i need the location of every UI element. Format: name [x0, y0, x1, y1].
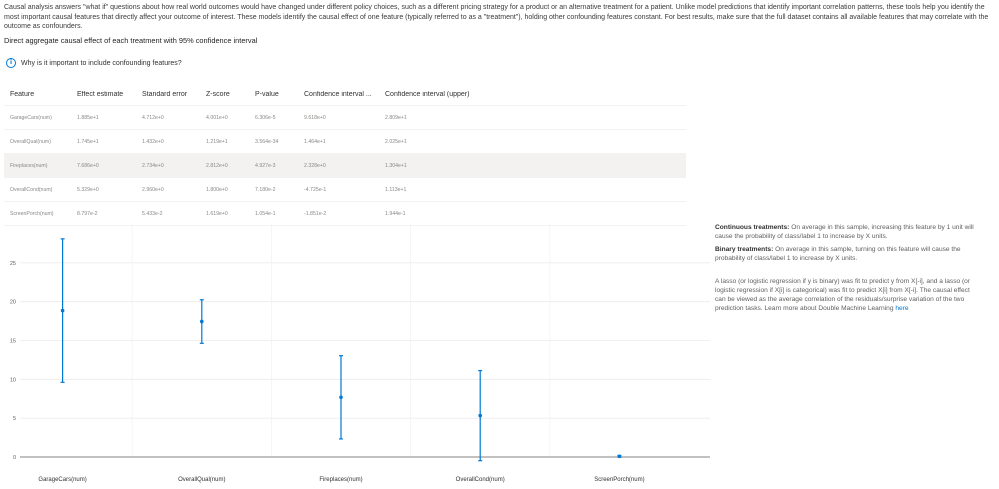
table-cell: 7.180e-2 [255, 186, 276, 193]
table-cell: 1.054e-1 [255, 210, 276, 217]
x-tick-label: GarageCars(num) [38, 477, 86, 483]
effect-point [478, 413, 483, 418]
column-header[interactable]: Confidence interval ... [304, 90, 372, 98]
continuous-treatments-text: On average in this sample, increasing th… [715, 224, 974, 240]
method-text: A lasso (or logistic regression if y is … [715, 278, 971, 312]
table-cell: 1.219e+1 [206, 138, 228, 145]
table-row[interactable]: Fireplaces(num) 7.686e+0 2.734e+0 2.812e+0 4… [4, 154, 686, 178]
table-row[interactable]: OverallQual(num) 1.745e+1 1.432e+0 1.219e+1… [4, 130, 686, 154]
table-cell: -4.725e-1 [304, 186, 327, 193]
table-cell: 1.432e+0 [142, 138, 164, 145]
table-cell: 4.712e+0 [142, 114, 164, 121]
continuous-treatments-note: Continuous treatments: On average in thi… [715, 223, 981, 241]
y-tick-label: 25 [10, 261, 16, 267]
why-confounding-link[interactable]: i Why is it important to include confoun… [6, 58, 182, 68]
table-cell: 1.304e+1 [385, 162, 407, 169]
effect-point [60, 308, 65, 313]
table-cell: OverallQual(num) [10, 138, 51, 145]
table-cell: 1.619e+0 [206, 210, 228, 217]
intro-text: Causal analysis answers "what if" questi… [4, 4, 989, 31]
table-cell: GarageCars(num) [10, 114, 52, 121]
effect-point [200, 319, 204, 324]
table-cell: 2.960e+0 [142, 186, 164, 193]
table-row[interactable]: GarageCars(num) 1.885e+1 4.712e+0 4.001e+0 6… [4, 106, 686, 130]
x-tick-label: OverallCond(num) [456, 477, 505, 483]
table-row[interactable]: OverallCond(num) 5.329e+0 2.960e+0 1.800e+0… [4, 178, 686, 202]
table-cell: 2.812e+0 [206, 162, 228, 169]
why-confounding-label: Why is it important to include confoundi… [21, 59, 182, 67]
method-note: A lasso (or logistic regression if y is … [715, 277, 981, 313]
x-tick-label: Fireplaces(num) [319, 477, 362, 483]
table-cell: 1.800e+0 [206, 186, 228, 193]
table-cell: OverallCond(num) [10, 186, 53, 193]
binary-treatments-note: Binary treatments: On average in this sa… [715, 245, 981, 263]
column-header[interactable]: Effect estimate [77, 90, 124, 98]
x-tick-label: OverallQual(num) [178, 477, 225, 483]
column-header[interactable]: P-value [255, 90, 279, 98]
table-cell: 2.809e+1 [385, 114, 407, 121]
double-ml-link[interactable]: here [895, 305, 909, 312]
table-cell: 8.797e-2 [77, 210, 98, 217]
y-tick-label: 5 [13, 416, 16, 422]
table-cell: -1.851e-2 [304, 210, 327, 217]
table-cell: 2.025e+1 [385, 138, 407, 145]
table-cell: ScreenPorch(num) [10, 210, 54, 217]
y-tick-label: 10 [10, 377, 16, 383]
table-cell: 5.329e+0 [77, 186, 99, 193]
table-header-row: Feature Effect estimate Standard error Z-sc… [4, 83, 686, 106]
table-row[interactable]: ScreenPorch(num) 8.797e-2 5.433e-2 1.619e+0… [4, 202, 686, 226]
table-cell: 1.464e+1 [304, 138, 326, 145]
table-cell: 7.686e+0 [77, 162, 99, 169]
effect-point [339, 395, 343, 400]
explanation-panel: Continuous treatments: On average in thi… [715, 223, 981, 317]
table-cell: 1.113e+1 [385, 186, 407, 193]
y-tick-label: 20 [10, 300, 16, 306]
table-cell: 5.433e-2 [142, 210, 163, 217]
causal-effects-table: Feature Effect estimate Standard error Z-sc… [4, 83, 686, 226]
table-cell: 2.734e+0 [142, 162, 164, 169]
table-cell: 4.001e+0 [206, 114, 228, 121]
binary-treatments-text: On average in this sample, turning on th… [715, 246, 961, 262]
table-cell: 1.944e-1 [385, 210, 406, 217]
table-cell: 6.306e-5 [255, 114, 276, 121]
info-icon: i [6, 58, 16, 68]
column-header[interactable]: Confidence interval (upper) [385, 90, 470, 98]
column-header[interactable]: Feature [10, 90, 35, 98]
chart-heading: Direct aggregate causal effect of each t… [4, 36, 258, 45]
column-header[interactable]: Z-score [206, 90, 230, 98]
table-cell: 9.618e+0 [304, 114, 326, 121]
table-cell: Fireplaces(num) [10, 162, 48, 169]
table-cell: 1.885e+1 [77, 114, 99, 121]
column-header[interactable]: Standard error [142, 90, 188, 98]
x-tick-label: ScreenPorch(num) [594, 477, 644, 483]
causal-effect-chart: 0 5 10 15 20 25 GarageCars(num) OverallQual(num… [10, 224, 710, 483]
table-cell: 1.745e+1 [77, 138, 99, 145]
effect-point [617, 454, 622, 459]
table-cell: 2.328e+0 [304, 162, 326, 169]
table-cell: 3.564e-34 [255, 138, 279, 145]
continuous-treatments-label: Continuous treatments: [715, 224, 790, 231]
binary-treatments-label: Binary treatments: [715, 246, 774, 253]
y-tick-label: 15 [10, 339, 16, 345]
table-cell: 4.927e-3 [255, 162, 276, 169]
y-tick-label: 0 [13, 455, 16, 461]
